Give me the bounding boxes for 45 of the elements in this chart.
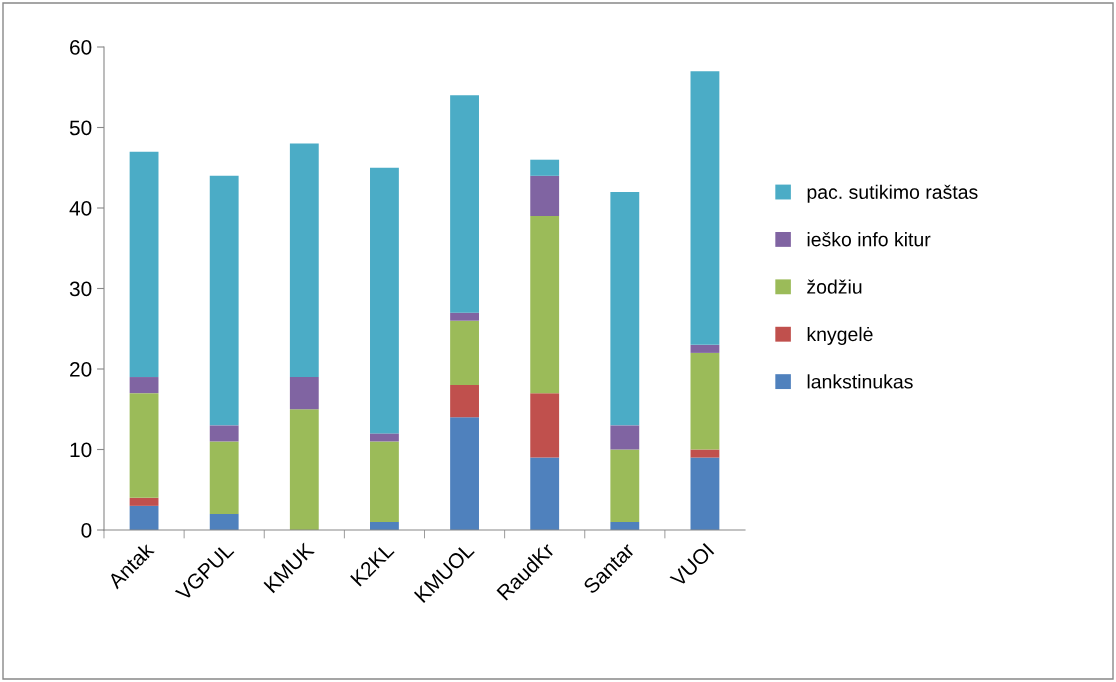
bar [610,191,640,426]
bar [450,320,479,386]
bar [370,433,399,442]
bar [690,71,720,345]
bar [610,425,640,450]
bar [530,457,560,530]
y-tick-label: 10 [70,442,92,458]
bar [289,377,319,410]
legend-label: žodžiu [807,279,862,294]
y-tick-label: 20 [70,362,92,377]
bar [530,175,560,217]
bar [690,344,720,353]
bar [209,513,239,530]
bar [450,95,479,313]
bar [690,457,720,530]
bar [530,393,560,458]
legend-label: pac. sutikimo raštas [807,184,978,203]
legend-label: knygelė [807,326,873,346]
bar [209,175,239,426]
bar [129,505,159,530]
bar [289,143,319,378]
y-tick-label: 30 [69,281,92,297]
bar [450,417,479,530]
bar [209,441,239,514]
legend-label: ieško info kitur [807,232,931,247]
bar [289,409,319,530]
bar [450,312,479,321]
bar [690,449,720,458]
y-tick-label: 40 [69,201,92,216]
bar [129,151,159,378]
bar [530,216,560,394]
y-tick-label: 50 [69,120,92,136]
bar [129,497,159,506]
y-tick-label: 0 [81,523,92,538]
y-tick-label: 60 [70,40,92,55]
bar [129,377,159,394]
bar [530,159,560,176]
bar [370,167,399,434]
bar [129,393,159,498]
bar [610,449,640,522]
bar [690,352,720,450]
bar [209,425,239,442]
legend-label: lankstinukas [807,374,913,389]
bar [370,441,399,522]
bar [450,385,479,418]
